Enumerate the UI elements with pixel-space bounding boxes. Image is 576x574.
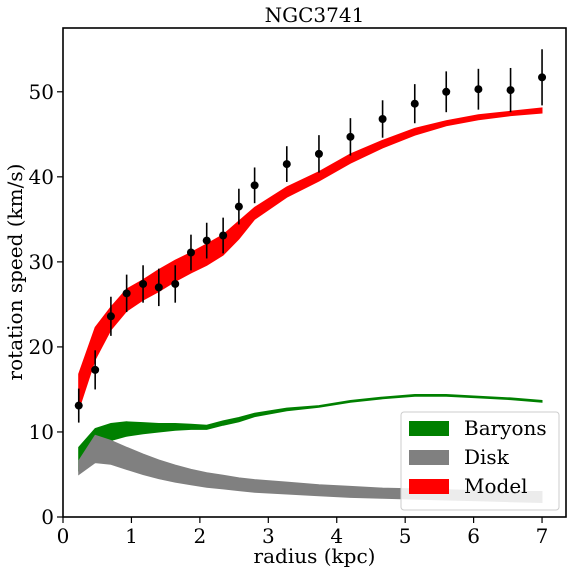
legend-swatch-disk (409, 450, 449, 465)
x-axis-label: radius (kpc) (254, 544, 376, 568)
data-marker (474, 85, 483, 94)
y-tick-label: 30 (29, 250, 54, 274)
data-marker (250, 181, 259, 190)
data-point (506, 67, 515, 113)
data-marker (314, 149, 323, 158)
legend-swatch-baryons (409, 421, 449, 436)
x-tick-label: 2 (194, 524, 207, 548)
data-marker (74, 401, 83, 410)
data-point (171, 265, 180, 303)
data-point (106, 296, 115, 336)
chart-title: NGC3741 (265, 3, 365, 27)
data-point (378, 100, 387, 138)
x-tick-label: 5 (399, 524, 412, 548)
y-tick-label: 10 (29, 420, 54, 444)
data-marker (234, 202, 243, 211)
x-tick-label: 3 (262, 524, 275, 548)
data-marker (106, 312, 115, 321)
data-marker (202, 236, 211, 245)
data-marker (171, 279, 180, 288)
data-point (314, 135, 323, 173)
data-point (74, 388, 83, 423)
data-point (282, 146, 291, 182)
data-marker (442, 87, 451, 96)
x-tick-label: 7 (536, 524, 549, 548)
x-tick-label: 0 (57, 524, 70, 548)
legend: Baryons Disk Model (400, 411, 560, 511)
data-point (250, 167, 259, 204)
data-point (442, 71, 451, 113)
data-point (202, 222, 211, 259)
y-axis-label: rotation speed (km/s) (3, 164, 27, 381)
data-point (91, 350, 100, 390)
data-marker (122, 289, 131, 298)
data-marker (410, 99, 419, 108)
data-point (139, 265, 148, 303)
data-marker (538, 73, 547, 82)
data-marker (186, 248, 195, 257)
data-marker (282, 160, 291, 169)
legend-label-baryons: Baryons (464, 416, 547, 440)
data-marker (219, 231, 228, 240)
data-marker (139, 279, 148, 288)
data-marker (154, 283, 163, 292)
data-point (346, 118, 355, 156)
axes: 0 1 2 3 4 5 6 7 0 10 20 30 40 50 (29, 27, 567, 548)
data-marker (91, 365, 100, 374)
y-tick-label: 50 (29, 80, 54, 104)
data-point (474, 68, 483, 110)
data-point (154, 268, 163, 307)
x-tick-label: 4 (330, 524, 343, 548)
data-point (186, 234, 195, 271)
data-point (538, 49, 547, 106)
plot-frame (62, 27, 567, 518)
data-point (234, 188, 243, 225)
data-point (219, 217, 228, 254)
y-tick-label: 40 (29, 165, 54, 189)
data-point (122, 274, 131, 313)
data-marker (346, 132, 355, 141)
legend-swatch-model (409, 479, 449, 494)
legend-label-disk: Disk (464, 445, 510, 469)
y-tick-label: 0 (41, 505, 54, 529)
band-baryons (78, 394, 543, 472)
legend-label-model: Model (464, 474, 528, 498)
y-tick-label: 20 (29, 335, 54, 359)
data-marker (378, 114, 387, 123)
x-tick-label: 6 (467, 524, 480, 548)
data-marker (506, 86, 515, 95)
data-point (410, 84, 419, 124)
x-tick-label: 1 (125, 524, 138, 548)
